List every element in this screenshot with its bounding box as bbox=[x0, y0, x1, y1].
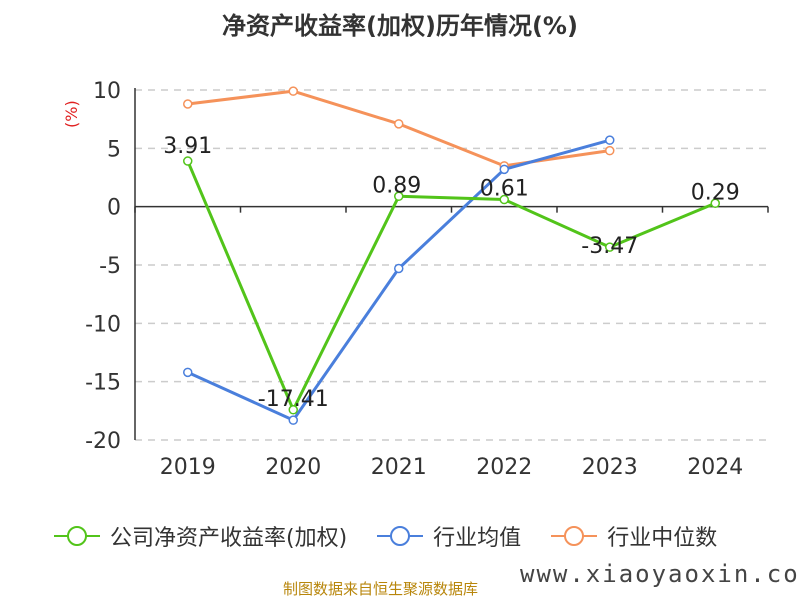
y-tick-label: 0 bbox=[107, 196, 121, 221]
x-tick-label: 2024 bbox=[687, 455, 743, 480]
data-point[interactable] bbox=[288, 415, 298, 425]
x-tick-label: 2020 bbox=[265, 455, 321, 480]
legend-label-company-roe: 公司净资产收益率(加权) bbox=[110, 526, 348, 551]
watermark: www.xiaoyaoxin.com bbox=[520, 560, 800, 588]
legend-label-industry-mean: 行业均值 bbox=[433, 526, 522, 551]
legend-marker-industry-mean bbox=[377, 526, 424, 546]
data-label: -17.41 bbox=[258, 387, 329, 412]
data-point[interactable] bbox=[394, 263, 404, 274]
y-tick-label: -5 bbox=[99, 254, 121, 279]
legend-marker-industry-median bbox=[551, 526, 598, 546]
legend-label-industry-median: 行业中位数 bbox=[607, 526, 718, 551]
series-line bbox=[186, 160, 716, 412]
data-point[interactable] bbox=[183, 367, 193, 378]
data-label: 0.61 bbox=[480, 177, 529, 202]
data-label: -3.47 bbox=[581, 234, 638, 259]
y-tick-label: -10 bbox=[85, 312, 121, 337]
data-label: 0.29 bbox=[691, 180, 740, 205]
x-tick-label: 2021 bbox=[371, 455, 427, 480]
chart-title: 净资产收益率(加权)历年情况(%) bbox=[222, 12, 578, 40]
data-label: 3.91 bbox=[163, 134, 212, 159]
data-point[interactable] bbox=[499, 194, 509, 205]
legend-item-industry-median[interactable]: 行业中位数 bbox=[549, 520, 717, 552]
data-point[interactable] bbox=[499, 164, 509, 175]
y-tick-label: -15 bbox=[85, 371, 121, 396]
legend-item-company-roe[interactable]: 公司净资产收益率(加权) bbox=[52, 520, 347, 552]
data-source-note: 制图数据来自恒生聚源数据库 bbox=[283, 580, 479, 598]
y-tick-label: 5 bbox=[107, 137, 121, 162]
data-point[interactable] bbox=[605, 145, 615, 156]
data-point[interactable] bbox=[288, 86, 298, 96]
legend: 公司净资产收益率(加权) 行业均值 行业中位数 bbox=[52, 520, 745, 552]
y-tick-label: -20 bbox=[85, 429, 121, 454]
data-point[interactable] bbox=[605, 135, 615, 145]
data-point[interactable] bbox=[710, 198, 720, 209]
data-point[interactable] bbox=[183, 99, 193, 109]
data-point[interactable] bbox=[394, 119, 404, 129]
data-point[interactable] bbox=[288, 405, 298, 415]
legend-marker-company-roe bbox=[54, 526, 100, 546]
x-tick-label: 2022 bbox=[476, 455, 532, 480]
y-tick-label: 10 bbox=[93, 79, 121, 104]
legend-item-industry-mean[interactable]: 行业均值 bbox=[375, 520, 521, 552]
data-point[interactable] bbox=[605, 242, 615, 252]
x-tick-label: 2019 bbox=[160, 455, 216, 480]
data-point[interactable] bbox=[183, 156, 193, 166]
data-label: 0.89 bbox=[372, 173, 421, 198]
x-tick-label: 2023 bbox=[582, 455, 638, 480]
data-point[interactable] bbox=[394, 191, 404, 202]
